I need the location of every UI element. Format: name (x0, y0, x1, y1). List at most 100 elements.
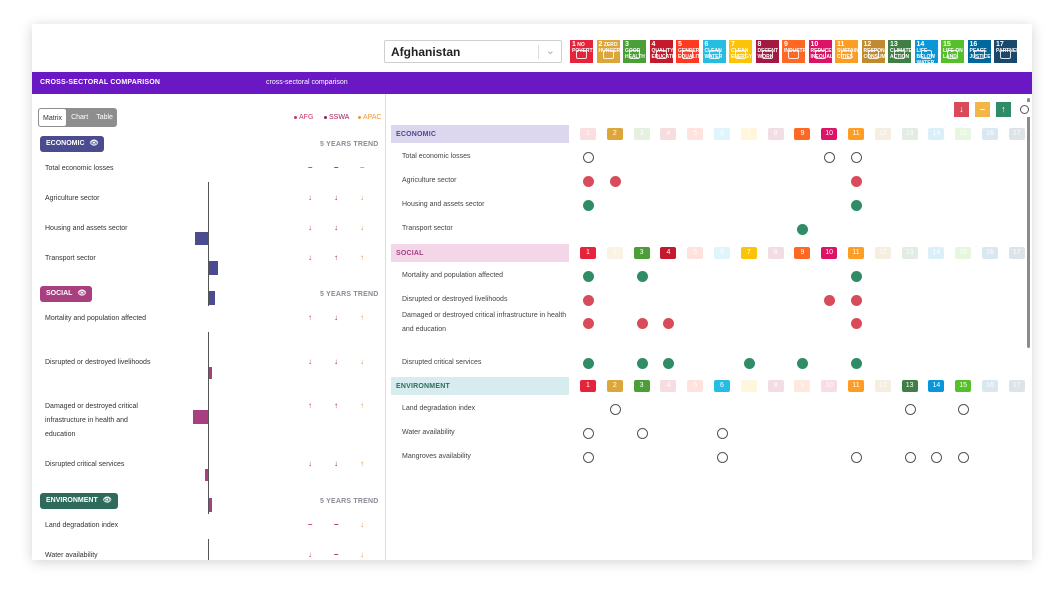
matrix-mark-sdg-11[interactable] (851, 295, 862, 306)
sdg-column-10[interactable]: 10 (821, 128, 838, 140)
matrix-mark-sdg-3[interactable] (636, 428, 648, 439)
matrix-mark-sdg-1[interactable] (583, 200, 594, 211)
sdg-column-17[interactable]: 17 (1008, 128, 1025, 140)
sdg-column-5[interactable]: 5 (687, 247, 704, 259)
sdg-column-5[interactable]: 5 (687, 128, 704, 140)
matrix-mark-sdg-11[interactable] (851, 452, 862, 463)
matrix-mark-sdg-14[interactable] (931, 452, 943, 463)
sdg-goal-2-icon[interactable]: 2 ZERO HUNGER (596, 40, 620, 63)
sdg-column-11[interactable]: 11 (848, 380, 864, 392)
sdg-column-13[interactable]: 13 (901, 247, 918, 259)
matrix-mark-sdg-2[interactable] (609, 404, 621, 415)
sdg-column-9[interactable]: 9 (794, 247, 811, 259)
matrix-mark-sdg-4[interactable] (663, 358, 675, 369)
matrix-mark-sdg-13[interactable] (904, 452, 916, 463)
sdg-goal-1-icon[interactable]: 1 NO POVERTY (570, 40, 593, 63)
view-option-matrix[interactable]: Matrix (38, 108, 68, 127)
matrix-mark-sdg-3[interactable] (636, 271, 648, 282)
matrix-mark-sdg-10[interactable] (824, 152, 836, 163)
matrix-mark-sdg-4[interactable] (663, 318, 675, 329)
sdg-column-14[interactable]: 14 (928, 380, 945, 392)
sdg-column-2[interactable]: 2 (606, 380, 623, 392)
chevron-down-icon[interactable]: ⌄ (545, 45, 555, 57)
matrix-mark-sdg-1[interactable] (583, 271, 594, 282)
sdg-column-16[interactable]: 16 (982, 380, 998, 392)
sdg-column-10[interactable]: 10 (821, 380, 838, 392)
matrix-mark-sdg-13[interactable] (904, 404, 916, 415)
country-select[interactable]: Afghanistan ⌄ (384, 40, 562, 63)
sdg-column-8[interactable]: 8 (767, 247, 784, 259)
matrix-mark-sdg-6[interactable] (717, 452, 728, 463)
sdg-column-1[interactable]: 1 (580, 128, 596, 140)
sdg-goal-11-icon[interactable]: 11 SUSTAINABLE CITIES (835, 40, 858, 63)
sdg-goal-5-icon[interactable]: 5 GENDER EQUALITY (676, 40, 699, 63)
sdg-column-10[interactable]: 10 (821, 247, 838, 259)
sdg-column-2[interactable]: 2 (606, 128, 623, 140)
matrix-mark-sdg-1[interactable] (583, 152, 594, 163)
sdg-column-15[interactable]: 15 (955, 380, 972, 392)
matrix-mark-sdg-1[interactable] (583, 176, 594, 187)
sdg-column-7[interactable]: 7 (740, 247, 757, 259)
sdg-column-13[interactable]: 13 (901, 380, 918, 392)
sdg-goal-12-icon[interactable]: 12 RESPONSIBLE CONSUMPTION (861, 40, 885, 63)
sdg-goal-9-icon[interactable]: 9 INDUSTRY (782, 40, 805, 63)
matrix-mark-sdg-15[interactable] (958, 404, 970, 415)
sdg-column-16[interactable]: 16 (982, 247, 998, 259)
matrix-mark-sdg-7[interactable] (743, 358, 755, 369)
filter-control-2[interactable]: ↑ (996, 102, 1011, 117)
matrix-mark-sdg-2[interactable] (609, 176, 621, 187)
filter-control-3[interactable] (1017, 102, 1032, 117)
sdg-column-13[interactable]: 13 (901, 128, 918, 140)
matrix-mark-sdg-9[interactable] (797, 358, 809, 369)
sdg-column-8[interactable]: 8 (767, 380, 784, 392)
sdg-goal-3-icon[interactable]: 3 GOOD HEALTH (623, 40, 646, 63)
matrix-mark-sdg-10[interactable] (824, 295, 836, 306)
matrix-mark-sdg-3[interactable] (636, 358, 648, 369)
matrix-mark-sdg-1[interactable] (583, 452, 594, 463)
sdg-column-5[interactable]: 5 (687, 380, 704, 392)
sdg-column-17[interactable]: 17 (1008, 247, 1025, 259)
matrix-mark-sdg-9[interactable] (797, 224, 809, 235)
sdg-column-6[interactable]: 6 (714, 247, 730, 259)
sdg-column-3[interactable]: 3 (633, 380, 650, 392)
sdg-goal-6-icon[interactable]: 6 CLEAN WATER (702, 40, 726, 63)
matrix-mark-sdg-3[interactable] (636, 318, 648, 329)
sdg-column-3[interactable]: 3 (633, 247, 650, 259)
filter-control-0[interactable]: ↓ (954, 102, 969, 117)
sdg-goal-14-icon[interactable]: 14 LIFE BELOW WATER (914, 40, 938, 63)
sdg-goal-10-icon[interactable]: 10 REDUCED INEQUALITIES (808, 40, 832, 63)
sector-badge-environment[interactable]: ENVIRONMENT 👁 (40, 493, 118, 509)
view-option-chart[interactable]: Chart (71, 114, 89, 121)
sdg-column-1[interactable]: 1 (580, 247, 596, 259)
sdg-column-12[interactable]: 12 (874, 380, 891, 392)
sdg-column-2[interactable]: 2 (606, 247, 623, 259)
sdg-column-11[interactable]: 11 (848, 128, 864, 140)
scrollbar[interactable] (1027, 98, 1030, 348)
sdg-goal-15-icon[interactable]: 15 LIFE ON LAND (941, 40, 964, 63)
sdg-column-15[interactable]: 15 (955, 128, 972, 140)
eye-icon[interactable]: 👁 (89, 140, 99, 147)
sdg-column-17[interactable]: 17 (1008, 380, 1025, 392)
matrix-mark-sdg-1[interactable] (583, 295, 594, 306)
sdg-column-8[interactable]: 8 (767, 128, 784, 140)
sdg-goal-7-icon[interactable]: 7 CLEAN ENERGY (729, 40, 752, 63)
sdg-column-4[interactable]: 4 (660, 247, 677, 259)
matrix-mark-sdg-6[interactable] (717, 428, 728, 439)
sdg-column-3[interactable]: 3 (633, 128, 650, 140)
matrix-mark-sdg-1[interactable] (583, 318, 594, 329)
sector-badge-economic[interactable]: ECONOMIC 👁 (40, 136, 105, 152)
sdg-column-6[interactable]: 6 (714, 128, 730, 140)
matrix-mark-sdg-11[interactable] (851, 318, 862, 329)
matrix-mark-sdg-1[interactable] (583, 358, 594, 369)
sdg-goal-16-icon[interactable]: 16 PEACE JUSTICE (967, 40, 991, 63)
sdg-column-15[interactable]: 15 (955, 247, 972, 259)
sdg-goal-13-icon[interactable]: 13 CLIMATE ACTION (888, 40, 911, 63)
matrix-mark-sdg-11[interactable] (851, 200, 862, 211)
sdg-column-14[interactable]: 14 (928, 128, 945, 140)
sdg-column-9[interactable]: 9 (794, 380, 811, 392)
sdg-column-6[interactable]: 6 (714, 380, 730, 392)
eye-icon[interactable]: 👁 (102, 497, 112, 504)
sdg-goal-17-icon[interactable]: 17 PARTNERSHIPS (994, 40, 1017, 63)
sdg-column-1[interactable]: 1 (580, 380, 596, 392)
eye-icon[interactable]: 👁 (77, 290, 87, 297)
